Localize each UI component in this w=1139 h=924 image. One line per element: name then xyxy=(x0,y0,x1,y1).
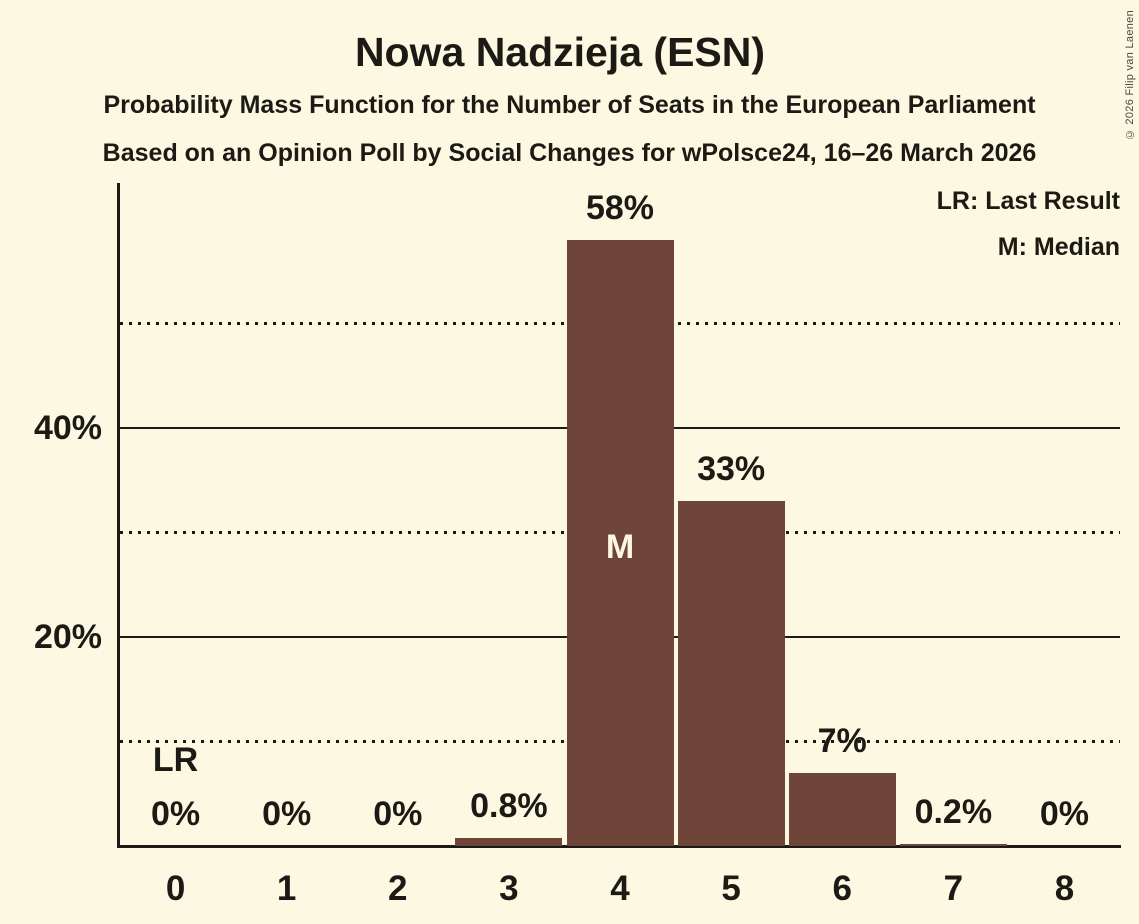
subtitle-line-1: Probability Mass Function for the Number… xyxy=(103,91,1036,119)
bar-value-label: 0% xyxy=(373,795,423,833)
legend-entry-last-result: LR: Last Result xyxy=(936,187,1120,215)
y-axis-tick-label: 20% xyxy=(33,618,102,657)
x-axis-tick-label: 3 xyxy=(499,869,519,908)
x-axis-line xyxy=(117,845,1121,848)
x-axis-tick-label: 8 xyxy=(1054,869,1075,908)
annotation-m: M xyxy=(605,528,635,567)
y-axis-line xyxy=(117,183,120,846)
copyright-notice: © 2026 Filip van Laenen xyxy=(1124,10,1136,141)
y-axis-tick-label: 40% xyxy=(33,409,102,448)
annotation-lr: LR xyxy=(152,741,199,779)
x-axis-tick-label: 6 xyxy=(832,869,852,908)
x-axis-tick-label: 2 xyxy=(388,869,408,908)
bar-seats-5 xyxy=(677,501,785,846)
bar-value-label: 0% xyxy=(1039,795,1089,833)
legend-entry-median: M: Median xyxy=(997,233,1120,261)
bar-seats-7 xyxy=(899,843,1007,846)
bar-seats-4 xyxy=(566,240,674,846)
bar-value-label: 58% xyxy=(585,189,655,228)
plot-area: 0% 0% 0% 0.8% 58% 33% 7% 0.2% 0% LR M xyxy=(120,183,1120,846)
x-axis-tick-label: 0 xyxy=(165,869,186,908)
legend: LR: Last Result M: Median xyxy=(937,178,1120,270)
bar-value-label: 7% xyxy=(817,721,867,760)
bar-seats-6 xyxy=(788,772,896,846)
x-axis-tick-label: 1 xyxy=(276,869,297,908)
bar-seats-3 xyxy=(455,837,563,846)
bar-value-label: 0.8% xyxy=(470,786,548,825)
x-axis-tick-label: 5 xyxy=(721,869,741,908)
bar-value-label: 0% xyxy=(262,795,312,833)
bar-value-label: 0% xyxy=(150,795,201,833)
bar-value-label: 33% xyxy=(697,450,766,489)
bar-value-label: 0.2% xyxy=(914,792,993,831)
page-title: Nowa Nadzieja (ESN) xyxy=(354,29,766,75)
x-axis-tick-label: 4 xyxy=(610,869,630,908)
subtitle-line-2: Based on an Opinion Poll by Social Chang… xyxy=(102,139,1037,167)
x-axis-tick-label: 7 xyxy=(943,869,964,908)
